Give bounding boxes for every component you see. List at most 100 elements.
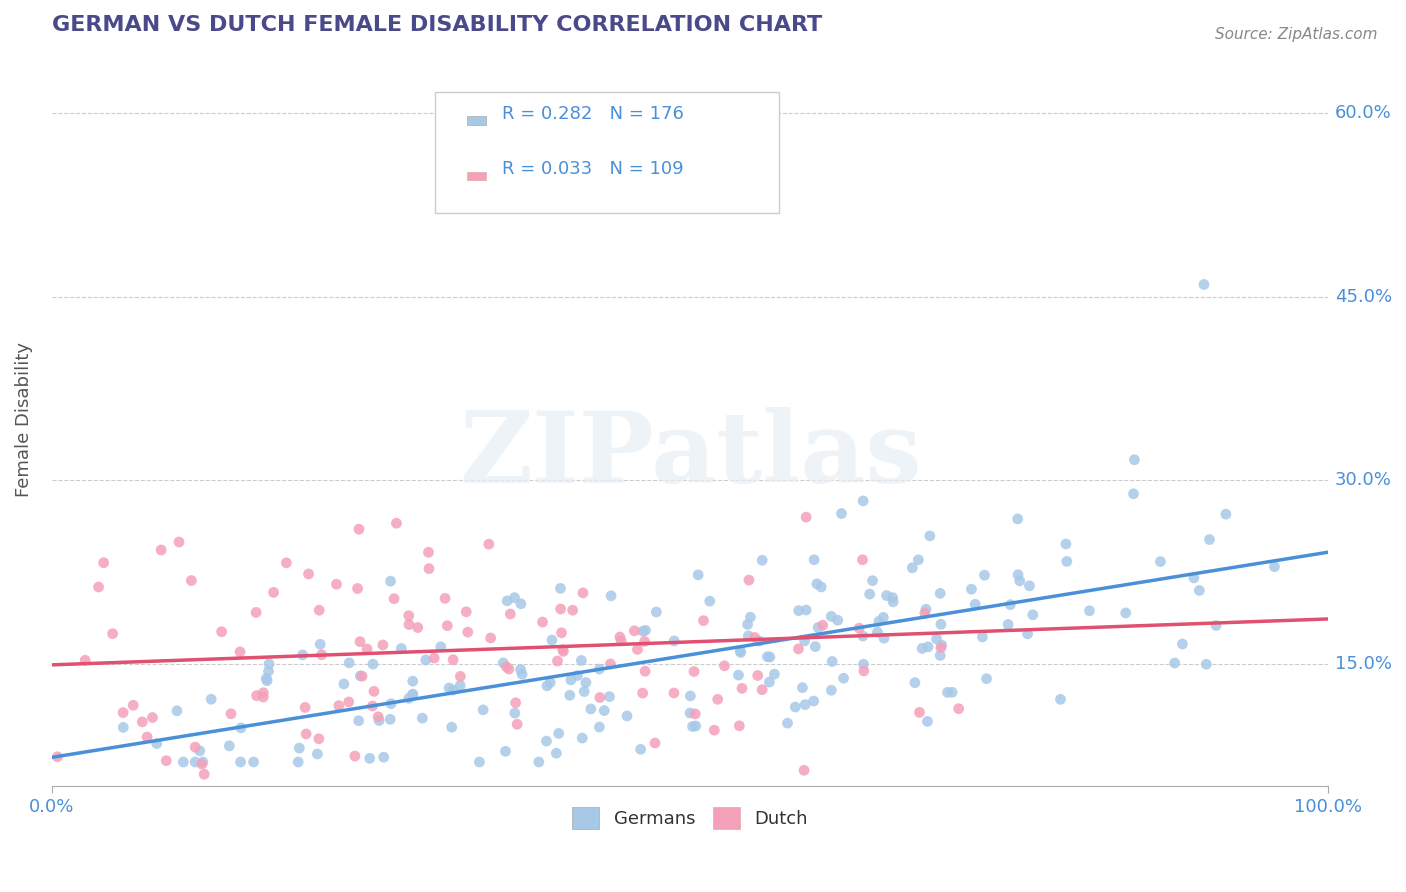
Germans: [287, 755, 309, 769]
Germans: [872, 610, 894, 624]
Dutch: [551, 642, 574, 657]
Dutch: [356, 642, 378, 657]
Dutch: [728, 719, 751, 733]
Dutch: [75, 653, 97, 667]
Dutch: [406, 621, 429, 635]
Germans: [960, 582, 983, 597]
Dutch: [352, 669, 374, 683]
Dutch: [349, 634, 371, 648]
Germans: [882, 591, 904, 605]
Germans: [567, 668, 589, 682]
Dutch: [553, 644, 575, 658]
Germans: [291, 648, 314, 662]
Germans: [503, 706, 526, 720]
Germans: [965, 597, 987, 611]
Dutch: [276, 556, 298, 570]
Germans: [1164, 656, 1187, 670]
Germans: [1056, 554, 1078, 568]
Germans: [257, 657, 280, 671]
Text: 45.0%: 45.0%: [1334, 288, 1392, 306]
Germans: [437, 681, 460, 695]
Dutch: [456, 605, 478, 619]
Dutch: [87, 580, 110, 594]
Germans: [911, 641, 934, 656]
Dutch: [294, 700, 316, 714]
Dutch: [101, 626, 124, 640]
Germans: [218, 739, 240, 753]
Germans: [510, 667, 533, 681]
Germans: [509, 597, 531, 611]
Dutch: [495, 659, 517, 673]
Germans: [440, 720, 463, 734]
Dutch: [295, 727, 318, 741]
Germans: [859, 587, 882, 601]
Dutch: [623, 624, 645, 638]
Dutch: [851, 553, 873, 567]
Germans: [402, 674, 425, 689]
Dutch: [589, 690, 612, 705]
Germans: [288, 741, 311, 756]
Germans: [679, 706, 702, 720]
Dutch: [478, 537, 501, 551]
Germans: [600, 589, 623, 603]
Dutch: [794, 510, 817, 524]
Dutch: [150, 543, 173, 558]
Germans: [929, 617, 952, 632]
Germans: [873, 631, 896, 645]
Dutch: [112, 706, 135, 720]
Germans: [546, 746, 568, 760]
Germans: [792, 681, 814, 695]
Germans: [699, 594, 721, 608]
Germans: [257, 664, 280, 678]
Germans: [810, 580, 832, 594]
Germans: [759, 650, 782, 665]
Germans: [579, 702, 602, 716]
Dutch: [263, 585, 285, 599]
Germans: [333, 677, 356, 691]
Germans: [254, 672, 277, 686]
Germans: [852, 494, 875, 508]
Germans: [730, 645, 752, 659]
Germans: [685, 719, 707, 733]
Germans: [929, 648, 952, 663]
Dutch: [131, 714, 153, 729]
Dutch: [914, 606, 936, 620]
Germans: [242, 755, 264, 769]
Dutch: [363, 684, 385, 698]
Germans: [191, 755, 214, 769]
Dutch: [398, 608, 420, 623]
Germans: [831, 507, 853, 521]
Germans: [1000, 598, 1022, 612]
Germans: [682, 719, 704, 733]
Germans: [1054, 537, 1077, 551]
Dutch: [793, 764, 815, 778]
Germans: [538, 675, 561, 690]
Germans: [389, 641, 412, 656]
Dutch: [631, 686, 654, 700]
Germans: [852, 629, 875, 643]
Dutch: [683, 706, 706, 721]
Germans: [807, 621, 830, 635]
Germans: [1007, 512, 1029, 526]
Dutch: [122, 698, 145, 713]
Germans: [415, 653, 437, 667]
Dutch: [252, 690, 274, 704]
Germans: [630, 742, 652, 756]
Germans: [547, 726, 569, 740]
Germans: [1018, 579, 1040, 593]
Dutch: [692, 614, 714, 628]
Germans: [560, 673, 582, 687]
Germans: [862, 574, 884, 588]
Germans: [876, 589, 898, 603]
Germans: [229, 721, 252, 735]
Germans: [145, 737, 167, 751]
Germans: [492, 656, 515, 670]
Dutch: [599, 657, 621, 671]
Dutch: [713, 658, 735, 673]
Germans: [1171, 637, 1194, 651]
Germans: [536, 679, 558, 693]
Germans: [917, 714, 939, 729]
Germans: [866, 625, 889, 640]
Germans: [756, 649, 779, 664]
Dutch: [908, 706, 931, 720]
